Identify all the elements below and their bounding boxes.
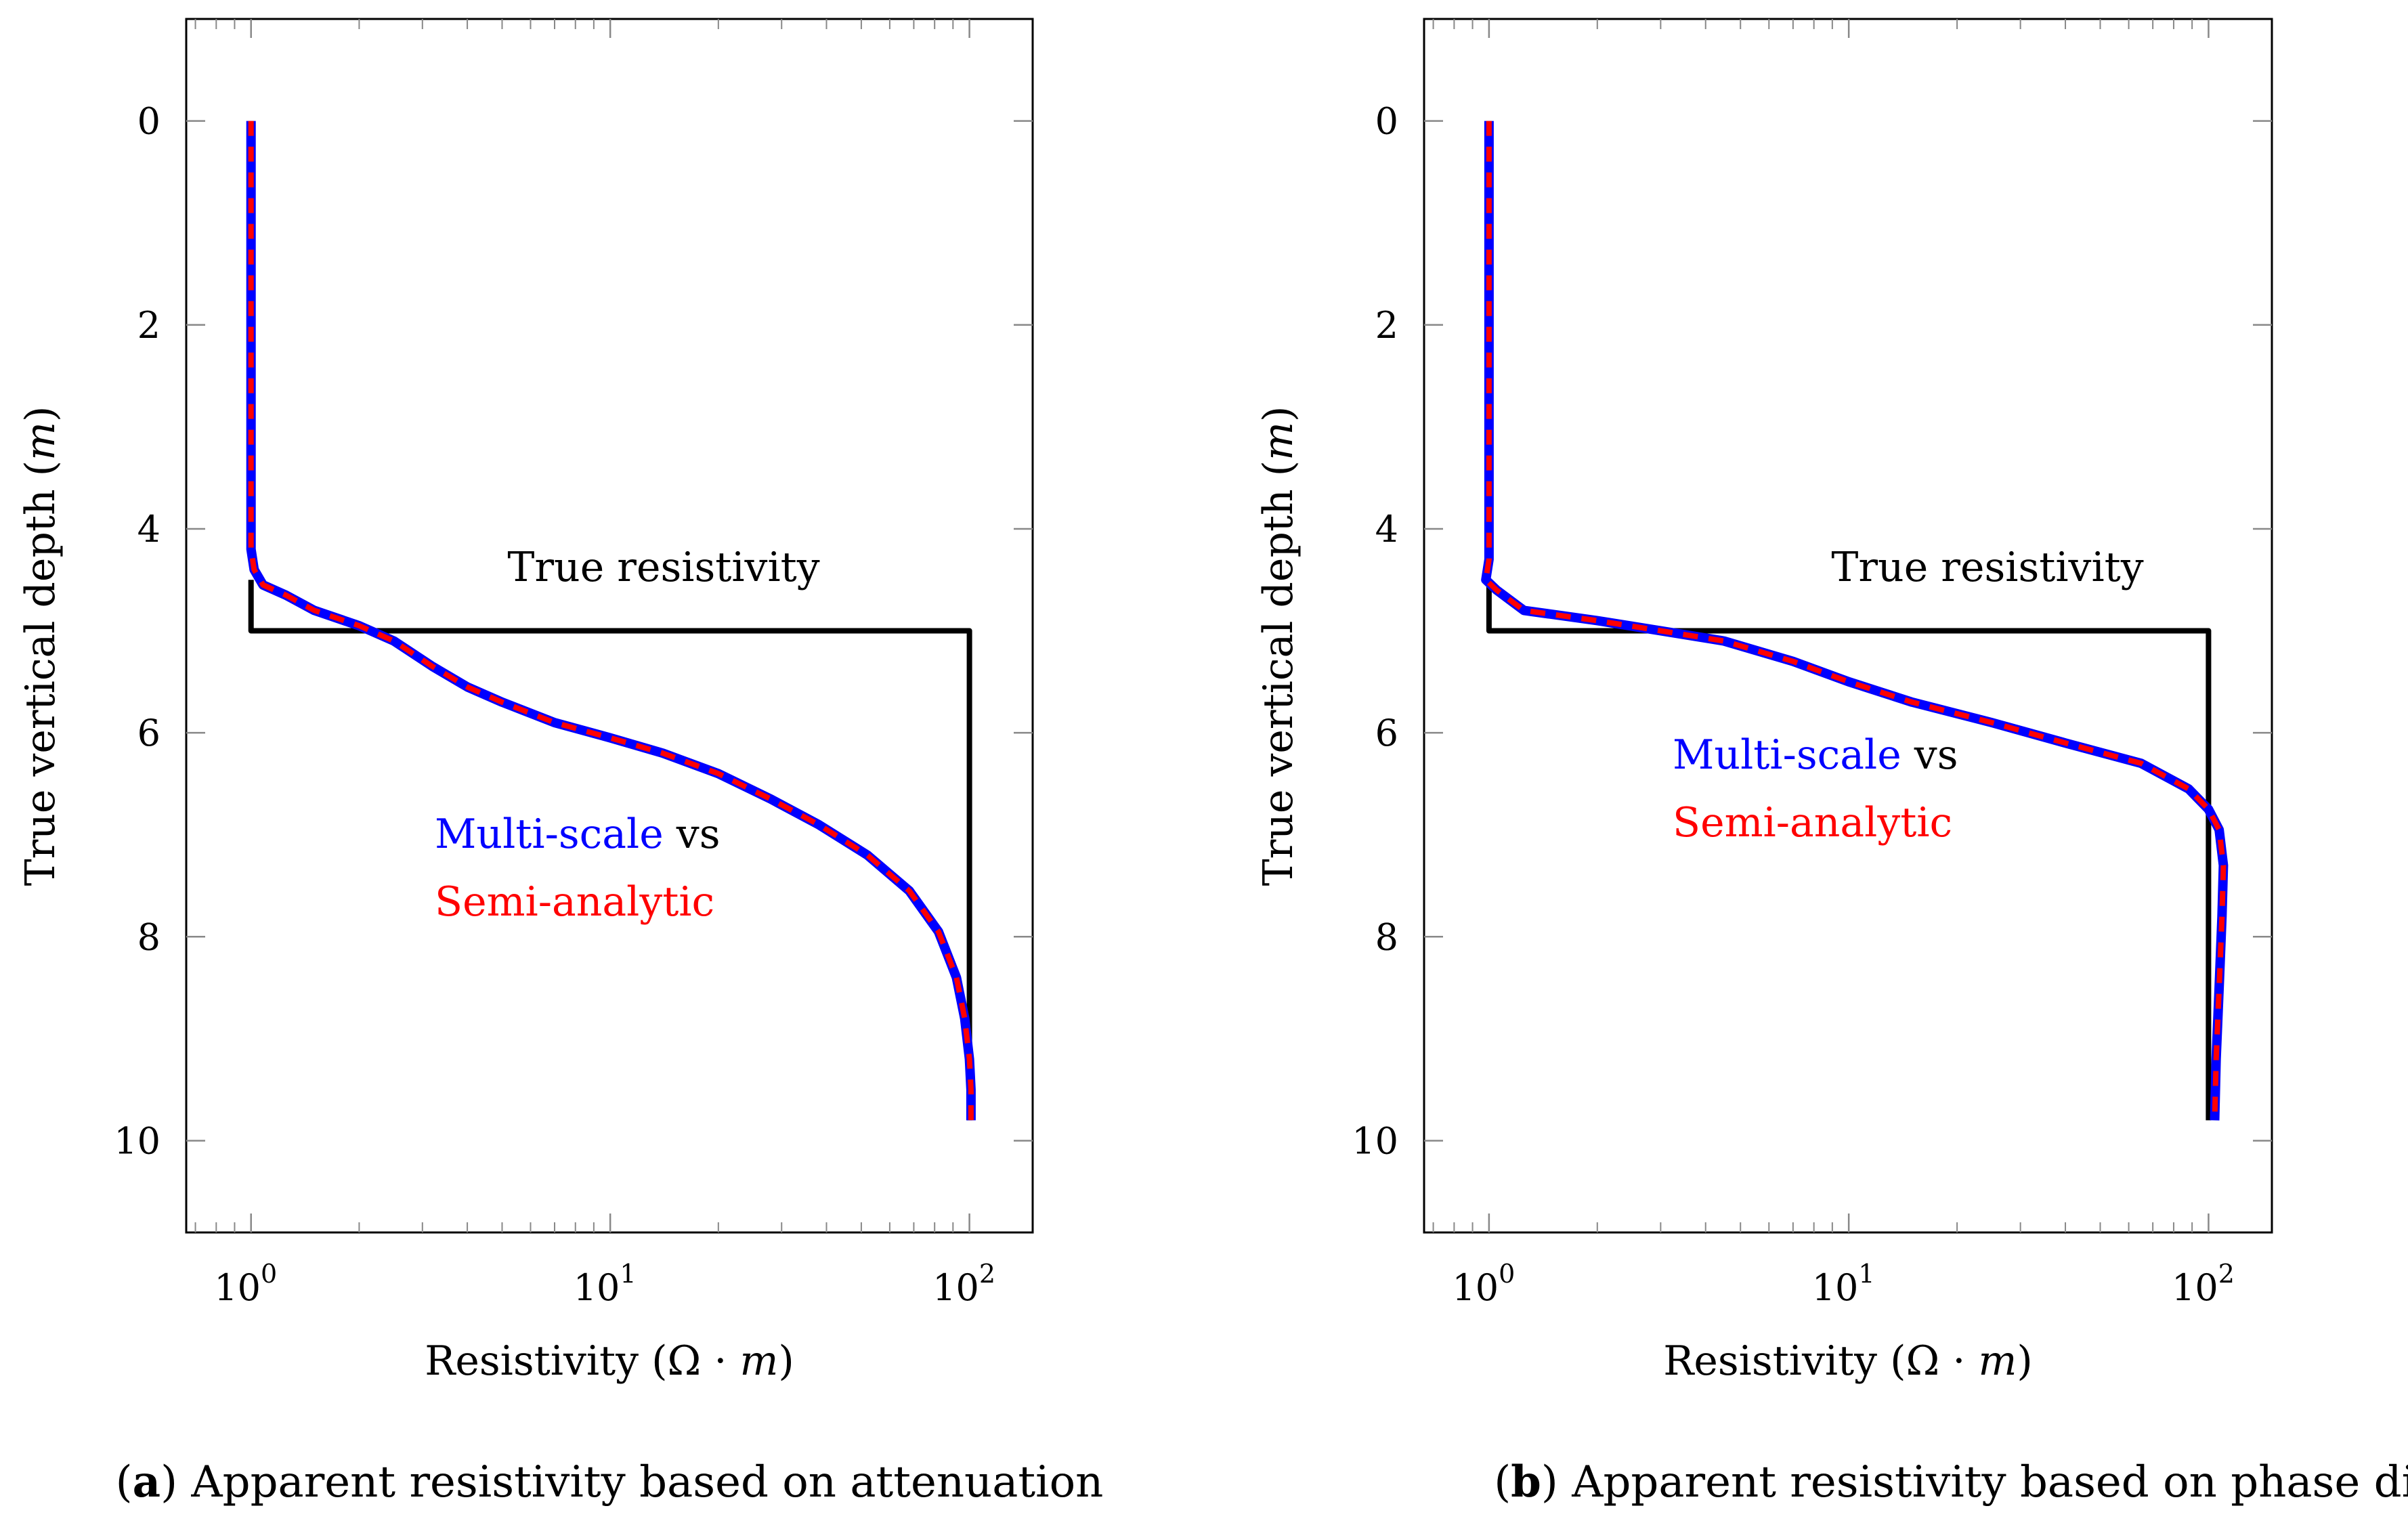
vs-text: vs (1901, 731, 1958, 779)
caption-paren-close: ) (1541, 1457, 1572, 1507)
multi-scale-text: Multi-scale (435, 811, 664, 858)
series-multi-scale (246, 121, 976, 1121)
y-tick-label: 0 (1375, 100, 1398, 143)
y-tick-label: 0 (137, 100, 160, 143)
x-tick-label: 101 (1812, 1259, 1875, 1309)
x-axis-title: Resistivity (Ω · m) (425, 1337, 794, 1385)
y-axis-title-close: ) (1255, 406, 1302, 422)
x-tick-exponent: 0 (261, 1259, 277, 1289)
caption-label: b (1511, 1457, 1541, 1507)
y-axis-title: True vertical depth (m) (17, 406, 64, 886)
x-tick-exponent: 2 (979, 1259, 995, 1289)
caption-paren-open: ( (116, 1457, 133, 1507)
semi-analytic-label: Semi-analytic (435, 878, 714, 926)
x-axis-title-close: ) (778, 1337, 794, 1385)
multi-scale-text: Multi-scale (1673, 731, 1901, 779)
y-tick-label: 6 (137, 712, 160, 754)
multi-scale-label: Multi-scale vs (1673, 731, 1958, 779)
x-tick-exponent: 1 (1858, 1259, 1874, 1289)
x-tick-base: 10 (574, 1266, 620, 1309)
true-resistivity-label: True resistivity (507, 544, 819, 591)
multi-scale-label: Multi-scale vs (435, 811, 720, 858)
x-tick-base: 10 (1452, 1266, 1499, 1309)
plot-frame (1423, 18, 2273, 1234)
caption-paren-close: ) (160, 1457, 191, 1507)
vs-text: vs (664, 811, 721, 858)
y-axis-title-unit: m (1255, 422, 1302, 460)
x-axis-title-main: Resistivity (Ω · (1663, 1337, 1978, 1385)
series-semi-analytic (248, 121, 974, 1121)
y-tick-label: 8 (137, 916, 160, 958)
x-axis-title-main: Resistivity (Ω · (425, 1337, 739, 1385)
y-tick-label: 2 (1375, 304, 1398, 347)
x-tick-base: 10 (932, 1266, 979, 1309)
y-tick-label: 2 (137, 304, 160, 347)
x-axis-title-unit: m (739, 1337, 778, 1385)
y-axis-title-main: True vertical depth ( (17, 460, 64, 886)
x-tick-label: 102 (2172, 1259, 2235, 1309)
series-multi-scale (1481, 121, 2229, 1121)
y-axis-title-main: True vertical depth ( (1255, 460, 1302, 886)
caption-label: a (133, 1457, 160, 1507)
subfigure-caption: (b) Apparent resistivity based on phase … (1494, 1457, 2408, 1507)
series-true-resistivity (248, 580, 972, 1121)
x-tick-base: 10 (2172, 1266, 2218, 1309)
x-tick-label: 100 (214, 1259, 277, 1309)
y-tick-label: 4 (137, 508, 160, 551)
y-axis-title-unit: m (17, 422, 64, 460)
caption-text: Apparent resistivity based on phase diff… (1571, 1457, 2408, 1507)
x-tick-base: 10 (1812, 1266, 1859, 1309)
x-axis-title-close: ) (2017, 1337, 2032, 1385)
x-tick-base: 10 (214, 1266, 261, 1309)
subfigure-caption: (a) Apparent resistivity based on attenu… (116, 1457, 1104, 1507)
x-tick-label: 101 (574, 1259, 637, 1309)
caption-text: Apparent resistivity based on attenuatio… (190, 1457, 1103, 1507)
x-tick-exponent: 0 (1499, 1259, 1515, 1289)
y-tick-label: 4 (1375, 508, 1398, 551)
semi-analytic-label: Semi-analytic (1673, 799, 1952, 846)
y-tick-label: 10 (1352, 1119, 1398, 1162)
x-tick-label: 102 (932, 1259, 995, 1309)
y-tick-label: 10 (114, 1119, 160, 1162)
x-tick-exponent: 1 (620, 1259, 636, 1289)
x-axis-title: Resistivity (Ω · m) (1663, 1337, 2033, 1385)
y-axis-title: True vertical depth (m) (1255, 406, 1302, 886)
x-tick-exponent: 2 (2218, 1259, 2235, 1289)
series-true-resistivity (1486, 580, 2212, 1121)
x-tick-label: 100 (1452, 1259, 1515, 1309)
true-resistivity-label: True resistivity (1831, 544, 2143, 591)
x-axis-title-unit: m (1978, 1337, 2017, 1385)
y-tick-label: 8 (1375, 916, 1398, 958)
y-tick-label: 6 (1375, 712, 1398, 754)
caption-paren-open: ( (1494, 1457, 1511, 1507)
y-axis-title-close: ) (17, 406, 64, 422)
plot-frame (185, 18, 1034, 1234)
series-semi-analytic (1483, 121, 2227, 1121)
